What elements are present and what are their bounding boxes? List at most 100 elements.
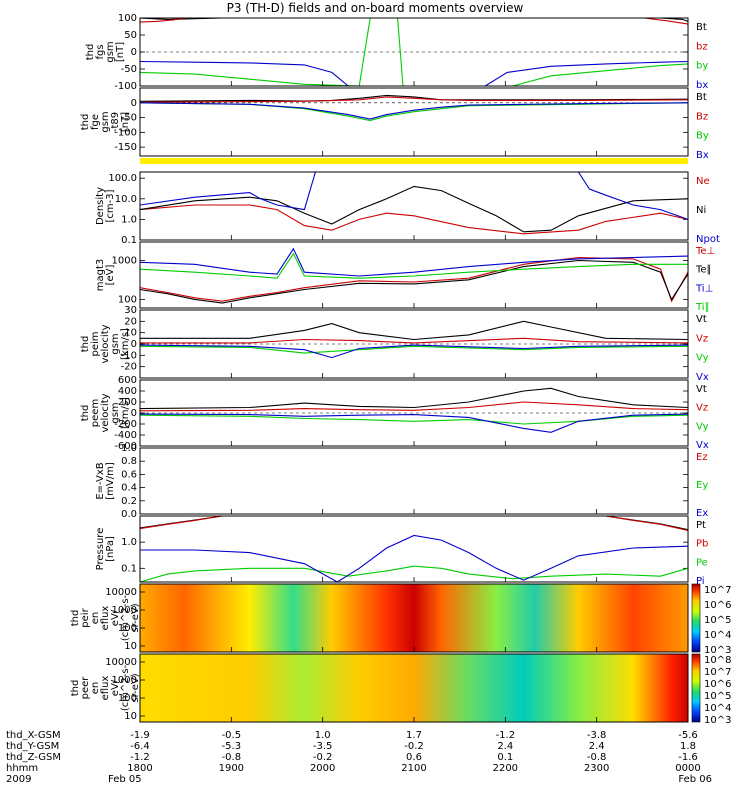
- footer-value: -0.8: [222, 752, 242, 763]
- y-axis-label-line: [nPa]: [105, 536, 116, 562]
- y-tick-label: 1000: [112, 675, 137, 686]
- series-line-Vt: [139, 387, 689, 410]
- series-line-Pt: [139, 515, 689, 531]
- y-axis-label-line: thd: [70, 680, 81, 697]
- legend-entry: Pi: [696, 576, 705, 587]
- footer-value: 2.4: [589, 741, 605, 752]
- footer-value: -3.8: [587, 730, 607, 741]
- y-tick-label: 50: [124, 30, 137, 41]
- legend-entry: Ni: [696, 205, 706, 216]
- legend-entry: Vy: [696, 421, 709, 432]
- y-tick-label: 10000: [105, 587, 137, 598]
- plot-title: P3 (TH-D) fields and on-board moments ov…: [226, 1, 524, 15]
- series-line-Ne: [139, 204, 689, 235]
- footer-value: -0.2: [313, 752, 333, 763]
- y-tick-label: 10.0: [115, 194, 137, 205]
- legend-entry: Bt: [696, 92, 707, 103]
- y-axis-label: thd fgs gsm [nT]: [85, 41, 126, 62]
- series-line-Vx: [139, 413, 689, 433]
- y-tick-label: -150: [114, 142, 137, 153]
- series-line-Vz: [139, 401, 689, 412]
- y-tick-label: -100: [114, 127, 137, 138]
- y-tick-label: 10: [124, 711, 137, 722]
- y-axis-label-line: thd: [85, 44, 96, 61]
- y-axis-label-line: thd: [70, 610, 81, 627]
- y-tick-label: 0.4: [121, 483, 137, 494]
- legend-entry: Ti∥: [695, 302, 710, 313]
- y-tick-label: 0.8: [121, 456, 137, 467]
- footer-row-label: hhmm: [6, 763, 38, 774]
- legend-entry: Ex: [696, 508, 708, 519]
- footer-row-label: thd_Z-GSM: [6, 752, 61, 763]
- series-line-Pi: [140, 534, 689, 583]
- footer-row-label: 2009: [6, 774, 31, 785]
- series-line-Pb: [139, 515, 689, 532]
- footer-value: -1.2: [496, 730, 516, 741]
- series-line-Vy: [139, 414, 689, 425]
- footer-value: -0.5: [222, 730, 242, 741]
- colorbar-label: 10^8: [704, 655, 731, 666]
- y-axis-label-line: thd: [80, 336, 91, 353]
- series-line-Ni: [139, 185, 689, 233]
- colorbar-peir-en-eflux: [691, 583, 701, 653]
- y-axis-label-line: fge: [90, 114, 101, 130]
- y-axis-label-line: (cm^2-s-: [120, 594, 131, 641]
- footer-value: Feb 06: [678, 774, 712, 785]
- y-tick-label: 0.1: [121, 563, 137, 574]
- footer-value: 1.8: [680, 741, 696, 752]
- series-line-bz: [139, 17, 689, 25]
- y-axis-label: thd peem velocity gsm [km/s]: [80, 393, 131, 432]
- y-axis-label-line: -t89: [110, 112, 121, 132]
- separator-bar: [140, 158, 688, 164]
- y-axis-label-line: velocity: [100, 393, 111, 432]
- series-line-Bt: [139, 94, 689, 102]
- y-axis-label-line: eV/: [110, 609, 121, 626]
- spectrogram-peer-en-eflux: [140, 654, 688, 722]
- series-line-Bz: [139, 96, 689, 103]
- footer-value: -0.2: [404, 741, 424, 752]
- y-axis-label: thd peer en eflux eV/(cm^2-s-sr-eV): [70, 664, 141, 711]
- y-tick-label: 100: [118, 294, 137, 305]
- legend-entry: By: [696, 131, 709, 142]
- y-tick-label: 0.2: [121, 496, 137, 507]
- colorbar-label: 10^7: [704, 667, 731, 678]
- y-tick-label: -100: [114, 81, 137, 92]
- y-axis-label-line: peim: [90, 331, 101, 356]
- footer-value: -5.3: [222, 741, 242, 752]
- y-tick-label: 1000: [112, 605, 137, 616]
- colorbar-label: 10^5: [704, 615, 731, 626]
- footer-row-label: thd_Y-GSM: [6, 741, 59, 752]
- y-axis-label-line: en: [90, 682, 101, 695]
- y-tick-label: 10: [124, 641, 137, 652]
- y-tick-label: 100: [118, 13, 137, 24]
- y-axis-label-line: [mV/m]: [105, 462, 116, 500]
- y-axis-label-line: eV/: [110, 679, 121, 696]
- y-tick-label: -20: [121, 362, 137, 373]
- y-tick-label: -200: [114, 419, 137, 430]
- footer-value: 1.0: [315, 730, 331, 741]
- legend-entry: Pb: [696, 539, 708, 550]
- legend-entry: bx: [696, 80, 708, 91]
- y-tick-label: 0: [131, 339, 137, 350]
- y-axis-label-line: [km/s]: [120, 397, 131, 429]
- footer-value: -1.6: [678, 752, 698, 763]
- colorbar-label: 10^6: [704, 679, 731, 690]
- colorbar-label: 10^3: [704, 715, 731, 726]
- y-axis-label-line: peer: [80, 676, 91, 700]
- y-tick-label: 30: [124, 305, 137, 316]
- y-tick-label: 0: [131, 408, 137, 419]
- y-tick-label: 100: [118, 623, 137, 634]
- legend-entry: Ne: [696, 176, 710, 187]
- y-tick-label: -10: [121, 350, 137, 361]
- footer-value: 2.4: [497, 741, 513, 752]
- y-axis-label: Pressure [nPa]: [95, 528, 116, 571]
- legend-entry: Vz: [696, 403, 708, 414]
- y-axis-label-line: eflux: [100, 676, 111, 701]
- y-axis-label-line: (cm^2-s-: [120, 664, 131, 711]
- y-axis-label-line: gsm: [110, 333, 121, 354]
- legend-entry: bz: [696, 41, 708, 52]
- y-tick-label: 20: [124, 316, 137, 327]
- y-axis-label-line: en: [90, 612, 101, 625]
- y-tick-label: -600: [114, 441, 137, 452]
